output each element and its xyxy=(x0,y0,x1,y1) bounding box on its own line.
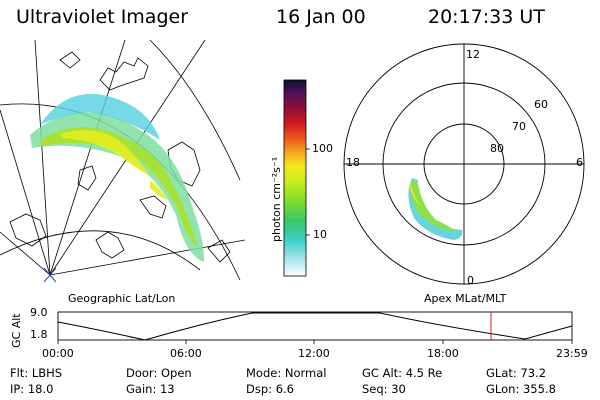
coastline xyxy=(95,231,125,259)
altitude-ytick-9: 9.0 xyxy=(30,306,48,319)
altitude-xtick: 00:00 xyxy=(42,347,74,360)
polar-lat-80: 80 xyxy=(490,142,504,155)
coastline xyxy=(139,195,167,219)
altitude-ylabel: GC Alt xyxy=(10,313,23,348)
info-gc-alt: GC Alt: 4.5 Re xyxy=(362,366,443,380)
polar-lat-60: 60 xyxy=(534,98,548,111)
altitude-plot-frame xyxy=(57,311,573,341)
info-gain: Gain: 13 xyxy=(126,382,175,396)
map-grid-line xyxy=(0,231,51,276)
altitude-ytick-1: 1.8 xyxy=(30,328,48,341)
aurora-emission-geographic xyxy=(30,93,205,262)
coastline xyxy=(59,51,81,69)
info-door: Door: Open xyxy=(126,366,192,380)
polar-lat-70: 70 xyxy=(512,120,526,133)
map-grid-line xyxy=(149,40,241,181)
coastline xyxy=(77,165,97,191)
date-label: 16 Jan 00 xyxy=(276,6,366,28)
info-seq: Seq: 30 xyxy=(362,382,406,396)
coastline xyxy=(9,213,47,247)
coastline xyxy=(207,239,231,263)
info-glat: GLat: 73.2 xyxy=(486,366,547,380)
info-flt: Flt: LBHS xyxy=(10,366,63,380)
altitude-xtick: 18:00 xyxy=(427,347,459,360)
polar-label-0: 0 xyxy=(467,274,474,287)
coastline xyxy=(99,57,149,91)
colorbar-gradient xyxy=(283,79,307,277)
info-mode: Mode: Normal xyxy=(246,366,327,380)
polar-label-6: 6 xyxy=(576,156,583,169)
info-dsp: Dsp: 6.6 xyxy=(246,382,294,396)
time-label: 20:17:33 UT xyxy=(428,6,545,28)
info-ip: IP: 18.0 xyxy=(10,382,54,396)
altitude-xtick: 12:00 xyxy=(298,347,330,360)
polar-label-18: 18 xyxy=(346,156,360,169)
map-grid-line xyxy=(0,109,51,276)
altitude-xtick: 06:00 xyxy=(170,347,202,360)
right-panel-label: Apex MLat/MLT xyxy=(424,292,507,305)
altitude-curve xyxy=(57,312,573,341)
map-grid-line xyxy=(49,40,126,276)
aurora-emission-polar xyxy=(408,178,463,240)
pole-marker xyxy=(43,267,57,283)
altitude-xtick: 23:59 xyxy=(556,347,588,360)
colorbar-tick-10: 10 xyxy=(313,228,327,241)
left-panel-label: Geographic Lat/Lon xyxy=(68,292,176,305)
app-title: Ultraviolet Imager xyxy=(16,6,189,28)
colorbar-tick-100: 100 xyxy=(312,142,333,155)
map-grid-line xyxy=(34,40,51,276)
polar-label-12: 12 xyxy=(466,48,480,61)
info-glon: GLon: 355.8 xyxy=(486,382,556,396)
